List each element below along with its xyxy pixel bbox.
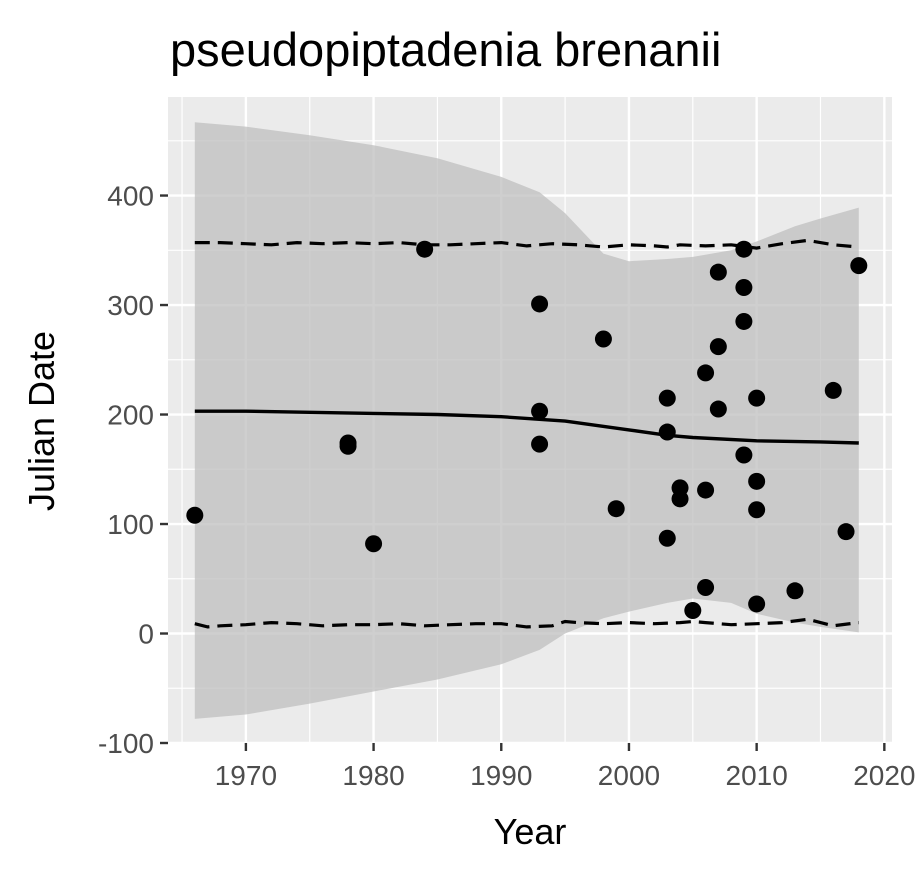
y-tick-label: 100 (107, 509, 154, 540)
data-point (339, 437, 357, 455)
data-point (697, 579, 715, 597)
y-axis-title: Julian Date (21, 331, 62, 511)
data-point (658, 529, 676, 547)
data-point (365, 535, 383, 553)
data-point (748, 501, 766, 519)
x-tick-label: 2020 (853, 760, 915, 791)
data-point (735, 312, 753, 330)
data-point (850, 257, 868, 275)
x-tick-label: 1990 (470, 760, 532, 791)
data-point (709, 263, 727, 281)
data-point (594, 330, 612, 348)
data-point (748, 595, 766, 613)
x-tick-label: 2010 (726, 760, 788, 791)
confidence-ribbon (194, 122, 859, 719)
y-tick-label: 400 (107, 181, 154, 212)
data-point (658, 423, 676, 441)
x-axis: 1970 1980 1990 2000 2010 2020 (215, 743, 915, 791)
upper-quantile-line (194, 238, 859, 250)
data-point (684, 602, 702, 620)
chart-title: pseudopiptadenia brenanii (170, 23, 721, 76)
y-tick-label: 200 (107, 400, 154, 431)
lower-quantile-line (194, 617, 859, 629)
trend-line (194, 409, 859, 445)
data-point (531, 435, 549, 453)
data-point (786, 582, 804, 600)
data-point (531, 295, 549, 313)
data-point (671, 490, 689, 508)
data-point (697, 364, 715, 382)
y-tick-label: -100 (98, 728, 154, 759)
data-points (186, 240, 868, 620)
x-axis-title: Year (494, 811, 567, 852)
data-point (709, 400, 727, 418)
data-point (607, 500, 625, 518)
data-point (416, 240, 434, 258)
data-point (748, 472, 766, 490)
y-tick-label: 0 (138, 619, 154, 650)
data-point (531, 402, 549, 420)
y-axis: -100 0 100 200 300 400 (98, 181, 168, 759)
data-point (186, 506, 204, 524)
y-tick-label: 300 (107, 290, 154, 321)
data-point (748, 389, 766, 407)
data-point (837, 523, 855, 541)
x-tick-label: 1970 (215, 760, 277, 791)
x-tick-label: 2000 (598, 760, 660, 791)
data-point (824, 381, 842, 399)
x-tick-label: 1980 (342, 760, 404, 791)
data-point (709, 338, 727, 356)
data-point (735, 240, 753, 258)
data-point (735, 279, 753, 297)
data-point (658, 389, 676, 407)
data-point (735, 446, 753, 464)
data-point (697, 481, 715, 499)
